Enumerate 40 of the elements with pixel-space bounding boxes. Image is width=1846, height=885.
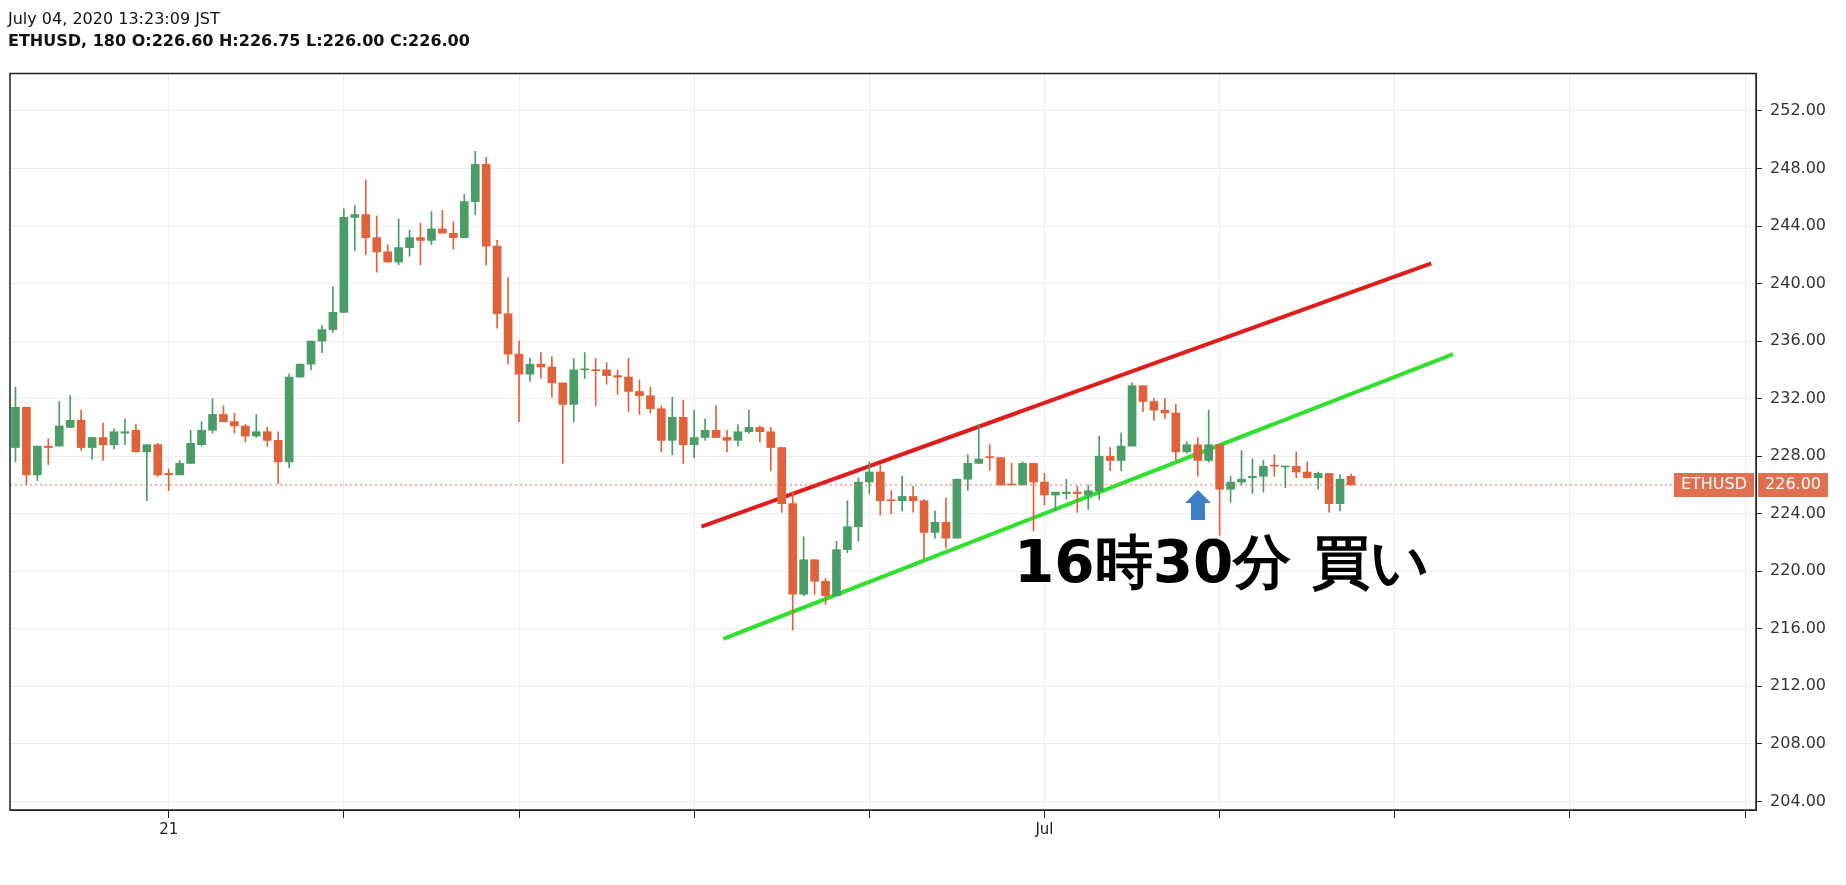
candlestick: [120, 418, 130, 446]
candlestick: [1105, 447, 1115, 471]
candlestick: [985, 444, 995, 471]
y-tick-label: 224.00: [1770, 502, 1826, 522]
candlestick: [1291, 451, 1301, 479]
candlestick: [43, 438, 53, 466]
ref-line-label: ETHUSD: [1680, 474, 1748, 494]
y-tick-label: 208.00: [1770, 733, 1826, 752]
text: 226.00: [1765, 474, 1821, 494]
y-tick-label: 216.00: [1770, 617, 1826, 637]
text: July 04, 2020 13:23:09 JST: [8, 8, 221, 30]
y-tick-label: 228.00: [1770, 445, 1826, 465]
candlestick: [1083, 484, 1093, 510]
x-tick-label: 21: [159, 819, 179, 838]
candlestick: [1072, 486, 1082, 513]
candlestick: [251, 414, 261, 438]
chart-title: ETHUSD, 180 O:226.60 H:226.75 L:226.00 C:226.00: [8, 30, 471, 52]
y-tick-label: 204.00: [1770, 790, 1826, 810]
y-tick-label: 232.00: [1770, 387, 1826, 407]
y-tick-label: 236.00: [1770, 330, 1826, 350]
y-tick-label: 220.00: [1770, 560, 1826, 580]
candlestick: [908, 486, 918, 513]
candlestick: [722, 429, 732, 453]
candlestick: [689, 409, 699, 458]
annotation: 16時30分 買い: [1013, 528, 1429, 597]
y-tick-label: 244.00: [1770, 215, 1826, 235]
y-tick-label: 212.00: [1770, 675, 1826, 695]
candlestick: [974, 424, 984, 464]
y-tick-label: 248.00: [1770, 157, 1826, 177]
x-tick-label: Jul: [1034, 819, 1054, 838]
candlestick: [350, 205, 360, 251]
candlestick: [744, 409, 754, 434]
candlestick: [886, 490, 896, 515]
candlestick: [164, 468, 174, 492]
candlestick: [65, 395, 75, 428]
y-tick-label: 252.00: [1770, 100, 1826, 120]
candlestick: [142, 444, 152, 502]
candlestick: [98, 422, 108, 461]
y-tick-label: 240.00: [1770, 272, 1826, 292]
candlestick: [897, 475, 907, 512]
